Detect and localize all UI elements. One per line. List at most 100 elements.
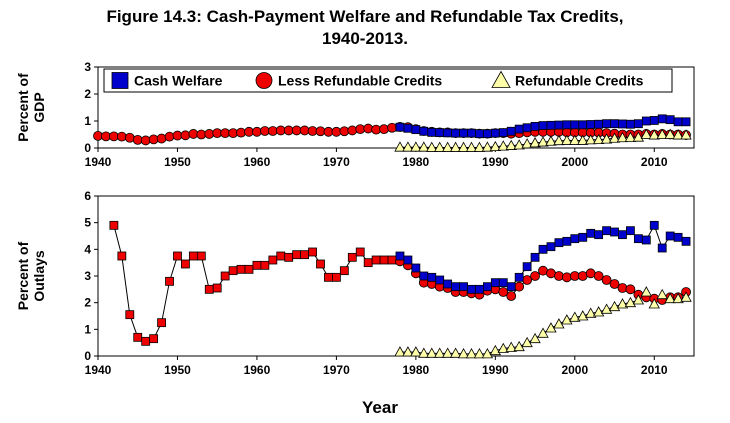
x-tick-label: 1990 bbox=[482, 155, 509, 169]
data-point-triangle bbox=[441, 347, 454, 358]
data-point-triangle bbox=[481, 141, 494, 152]
data-point-square bbox=[641, 235, 651, 245]
data-point-square bbox=[546, 242, 556, 252]
data-point-square bbox=[538, 121, 548, 130]
data-point-square bbox=[196, 251, 206, 261]
data-point-square bbox=[109, 220, 119, 230]
data-point-square bbox=[649, 116, 659, 125]
data-point-square bbox=[379, 255, 389, 265]
data-point-square bbox=[355, 247, 365, 257]
data-point-square bbox=[514, 272, 524, 282]
data-point-square bbox=[300, 250, 310, 260]
data-point-circle bbox=[140, 135, 151, 146]
data-point-square bbox=[419, 271, 429, 281]
y-tick-label: 2 bbox=[84, 87, 91, 101]
data-point-square bbox=[181, 259, 190, 269]
data-point-triangle bbox=[489, 140, 502, 152]
data-point-triangle bbox=[505, 341, 517, 352]
data-point-triangle bbox=[545, 135, 557, 146]
legend-label: Cash Welfare bbox=[134, 73, 223, 89]
data-point-square bbox=[522, 123, 532, 133]
data-point-square bbox=[681, 117, 691, 127]
data-point-triangle bbox=[600, 303, 613, 314]
data-point-square bbox=[490, 128, 500, 138]
data-point-square bbox=[149, 334, 159, 344]
y-axis-label: Percent ofOutlays bbox=[15, 241, 47, 310]
x-tick-label: 1960 bbox=[244, 363, 271, 377]
data-point-triangle bbox=[664, 292, 676, 304]
data-point-square bbox=[411, 263, 421, 273]
data-point-square bbox=[443, 279, 453, 289]
data-point-square bbox=[212, 283, 222, 293]
data-point-triangle bbox=[434, 347, 446, 358]
x-tick-label: 1950 bbox=[164, 155, 191, 169]
data-point-triangle bbox=[608, 132, 621, 143]
legend-label: Refundable Credits bbox=[515, 73, 644, 89]
data-point-square bbox=[610, 119, 619, 129]
data-point-triangle bbox=[537, 136, 549, 147]
x-tick-label: 1940 bbox=[85, 363, 112, 377]
data-point-circle bbox=[156, 133, 167, 144]
x-tick-label: 2000 bbox=[561, 155, 588, 169]
data-point-triangle bbox=[426, 347, 438, 358]
data-point-square bbox=[331, 272, 341, 282]
data-point-square bbox=[475, 284, 484, 294]
data-point-triangle bbox=[441, 141, 454, 152]
data-point-triangle bbox=[632, 294, 645, 305]
data-point-triangle bbox=[402, 346, 414, 357]
data-point-square bbox=[570, 234, 580, 244]
y-tick-label: 3 bbox=[84, 60, 91, 74]
x-tick-label: 1980 bbox=[403, 363, 430, 377]
data-point-circle bbox=[164, 131, 175, 142]
data-point-square bbox=[562, 236, 572, 246]
data-point-triangle bbox=[457, 348, 470, 359]
x-tick-label: 1960 bbox=[244, 155, 271, 169]
data-point-square bbox=[451, 128, 461, 138]
data-point-triangle bbox=[585, 307, 597, 318]
data-point-square bbox=[133, 332, 143, 342]
data-point-circle bbox=[601, 275, 612, 285]
data-point-triangle bbox=[426, 141, 438, 152]
data-point-circle bbox=[561, 272, 572, 283]
data-point-square bbox=[594, 119, 604, 129]
data-point-square bbox=[403, 123, 413, 133]
data-point-square bbox=[562, 120, 572, 130]
y-axis-label-line: Outlays bbox=[31, 250, 47, 302]
data-point-square bbox=[459, 128, 468, 138]
data-point-circle bbox=[379, 124, 389, 135]
y-tick-label: 5 bbox=[84, 216, 91, 230]
data-point-square bbox=[141, 336, 151, 346]
data-point-circle bbox=[506, 291, 517, 301]
data-point-square bbox=[665, 231, 675, 241]
data-point-square bbox=[665, 115, 675, 125]
data-point-square bbox=[586, 228, 596, 238]
y-axis-label-line: GDP bbox=[31, 92, 47, 122]
data-point-triangle bbox=[585, 134, 597, 145]
data-point-square bbox=[419, 126, 429, 136]
y-axis-label: Percent ofGDP bbox=[15, 73, 47, 142]
data-point-square bbox=[387, 255, 397, 265]
data-point-square bbox=[324, 272, 333, 282]
data-point-square bbox=[395, 251, 405, 261]
data-point-square bbox=[681, 236, 691, 246]
data-point-triangle bbox=[394, 141, 406, 152]
x-tick-label: 1970 bbox=[323, 363, 350, 377]
data-point-square bbox=[292, 250, 302, 260]
data-point-triangle bbox=[497, 342, 509, 353]
data-point-square bbox=[443, 128, 453, 138]
data-point-triangle bbox=[473, 348, 486, 359]
data-point-square bbox=[260, 260, 270, 270]
data-point-circle bbox=[554, 271, 564, 281]
data-point-square bbox=[220, 271, 230, 281]
data-point-square bbox=[673, 232, 683, 242]
data-point-square bbox=[188, 251, 198, 261]
data-point-square bbox=[578, 120, 588, 130]
data-point-square bbox=[554, 238, 564, 248]
data-point-triangle bbox=[537, 327, 549, 338]
data-point-square bbox=[371, 255, 381, 265]
data-point-triangle bbox=[418, 347, 430, 358]
data-point-square bbox=[618, 230, 627, 240]
data-point-square bbox=[268, 255, 278, 265]
data-point-triangle bbox=[449, 141, 462, 152]
data-point-square bbox=[618, 119, 627, 129]
